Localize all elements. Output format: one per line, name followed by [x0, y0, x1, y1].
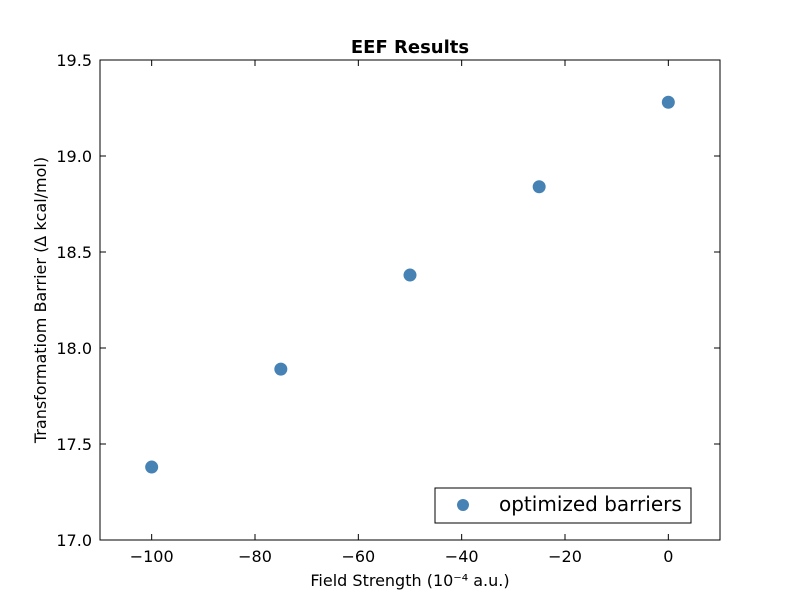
chart-title: EEF Results: [351, 37, 469, 58]
x-tick-label: −60: [341, 547, 375, 566]
y-tick-label: 19.5: [56, 51, 92, 70]
y-tick-label: 19.0: [56, 147, 92, 166]
y-tick-label: 18.0: [56, 339, 92, 358]
x-tick-label: −20: [548, 547, 582, 566]
y-axis-label: Transformatiom Barrier (Δ kcal/mol): [31, 157, 50, 444]
x-tick-label: −80: [238, 547, 272, 566]
x-tick-label: 0: [663, 547, 673, 566]
legend: optimized barriers: [434, 487, 692, 524]
axis-tick-labels: −100 −80 −60 −40 −20 0 17.0 17.5 18.0 18.5 19.0 19.…: [56, 51, 673, 566]
axis-ticks: [100, 59, 720, 541]
legend-marker: [457, 499, 469, 511]
x-tick-label: −100: [130, 547, 174, 566]
plot-area-frame: [99, 59, 721, 541]
data-point: [274, 362, 288, 376]
y-tick-label: 17.0: [56, 531, 92, 550]
data-point: [532, 180, 546, 194]
y-tick-label: 18.5: [56, 243, 92, 262]
legend-label: optimized barriers: [499, 492, 682, 516]
data-point: [661, 95, 675, 109]
legend-box: [434, 487, 692, 524]
data-point: [403, 268, 417, 282]
data-point: [145, 460, 159, 474]
x-tick-label: −40: [445, 547, 479, 566]
x-axis-label: Field Strength (10⁻⁴ a.u.): [310, 571, 509, 590]
data-points: [145, 95, 675, 474]
y-tick-label: 17.5: [56, 435, 92, 454]
